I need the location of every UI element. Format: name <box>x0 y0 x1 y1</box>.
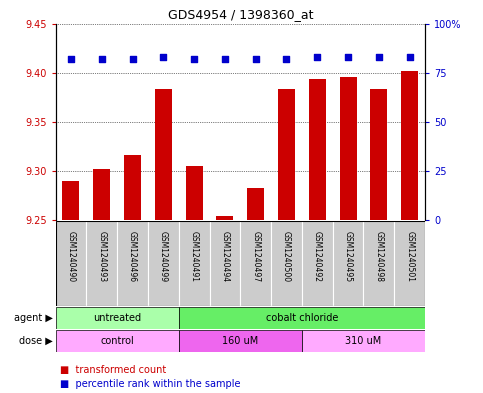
Point <box>159 54 167 60</box>
Text: 310 uM: 310 uM <box>345 336 382 346</box>
Bar <box>179 221 210 306</box>
Point <box>252 56 259 62</box>
Bar <box>302 330 425 352</box>
Text: GSM1240498: GSM1240498 <box>374 231 384 283</box>
Bar <box>56 221 86 306</box>
Bar <box>278 90 295 220</box>
Text: GSM1240496: GSM1240496 <box>128 231 137 283</box>
Bar <box>210 221 240 306</box>
Text: GSM1240499: GSM1240499 <box>159 231 168 283</box>
Text: GSM1240494: GSM1240494 <box>220 231 229 283</box>
Bar <box>247 188 264 220</box>
Text: GSM1240492: GSM1240492 <box>313 231 322 283</box>
Bar <box>93 169 110 220</box>
Bar <box>117 221 148 306</box>
Point <box>313 54 321 60</box>
Point <box>221 56 229 62</box>
Bar <box>340 77 356 220</box>
Text: GSM1240497: GSM1240497 <box>251 231 260 283</box>
Text: GSM1240500: GSM1240500 <box>282 231 291 283</box>
Text: ■  percentile rank within the sample: ■ percentile rank within the sample <box>60 378 241 389</box>
Point <box>98 56 106 62</box>
Bar <box>148 221 179 306</box>
Text: agent ▶: agent ▶ <box>14 313 53 323</box>
Title: GDS4954 / 1398360_at: GDS4954 / 1398360_at <box>168 8 313 21</box>
Text: GSM1240490: GSM1240490 <box>67 231 75 283</box>
Bar <box>62 181 79 220</box>
Point <box>128 56 136 62</box>
Bar <box>370 90 387 220</box>
Text: GSM1240501: GSM1240501 <box>405 231 414 283</box>
Bar <box>185 166 202 220</box>
Point <box>344 54 352 60</box>
Bar <box>86 221 117 306</box>
Bar <box>364 221 394 306</box>
Bar <box>302 221 333 306</box>
Bar <box>394 221 425 306</box>
Text: ■  transformed count: ■ transformed count <box>60 365 167 375</box>
Bar <box>179 307 425 329</box>
Text: GSM1240491: GSM1240491 <box>190 231 199 283</box>
Text: dose ▶: dose ▶ <box>19 336 53 346</box>
Text: untreated: untreated <box>93 313 141 323</box>
Point <box>283 56 290 62</box>
Bar <box>155 90 172 220</box>
Text: 160 uM: 160 uM <box>222 336 258 346</box>
Bar <box>124 155 141 220</box>
Bar <box>56 307 179 329</box>
Point <box>375 54 383 60</box>
Bar <box>401 71 418 220</box>
Point <box>190 56 198 62</box>
Bar <box>240 221 271 306</box>
Bar <box>309 79 326 220</box>
Point <box>67 56 75 62</box>
Text: cobalt chloride: cobalt chloride <box>266 313 338 323</box>
Bar <box>56 330 179 352</box>
Text: control: control <box>100 336 134 346</box>
Bar <box>216 216 233 220</box>
Point <box>406 54 413 60</box>
Bar <box>333 221 364 306</box>
Text: GSM1240495: GSM1240495 <box>343 231 353 283</box>
Text: GSM1240493: GSM1240493 <box>97 231 106 283</box>
Bar <box>179 330 302 352</box>
Bar <box>271 221 302 306</box>
